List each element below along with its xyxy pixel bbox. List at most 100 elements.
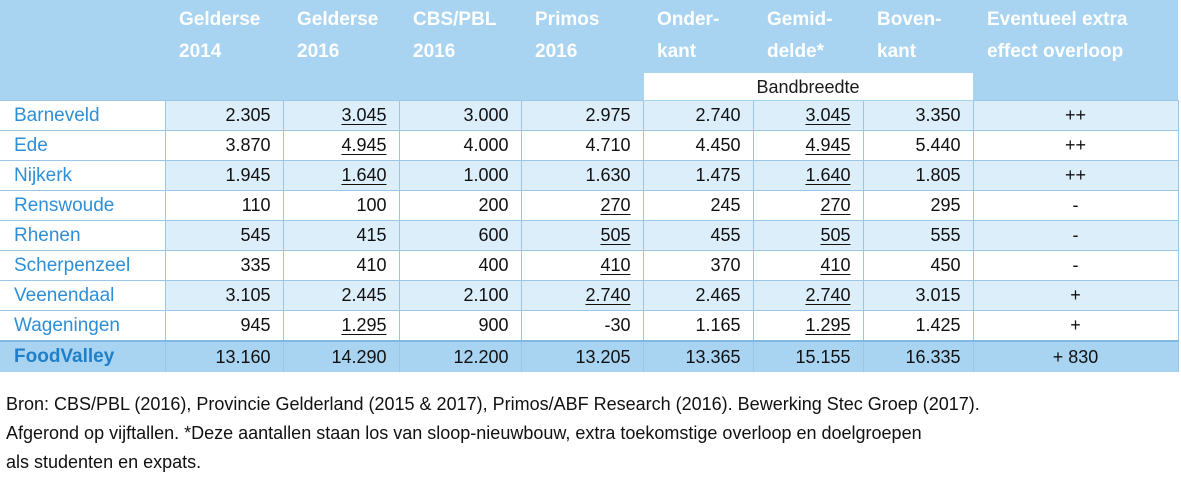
value-cell: 270 (753, 190, 864, 221)
value-text: 15.155 (795, 346, 851, 367)
value-text: 2.100 (463, 285, 509, 305)
housing-demand-table: Gelderse 2014 Gelderse 2016 CBS/PBL 2016 Pr… (0, 0, 1179, 372)
value-text: 1.425 (915, 315, 961, 335)
value-cell: 13.205 (521, 340, 644, 372)
value-cell: 600 (399, 220, 522, 251)
value-text: 505 (600, 225, 631, 245)
value-text: 12.200 (453, 346, 509, 367)
value-cell: 410 (521, 250, 644, 281)
note-line: als studenten en expats. (6, 452, 202, 472)
value-cell: 2.740 (643, 100, 754, 131)
value-text: 270 (820, 195, 851, 215)
value-cell: 4.710 (521, 130, 644, 161)
value-text: 1.165 (695, 315, 741, 335)
column-header: Eventueel extra effect overloop (973, 0, 1178, 73)
column-header: Gelderse 2016 (283, 0, 399, 73)
value-cell: 270 (521, 190, 644, 221)
municipality-name: Veenendaal (0, 280, 166, 311)
table-row: Veenendaal 3.105 2.445 2.100 2.740 2.465 2.740… (0, 280, 1179, 311)
value-text: 13.160 (215, 346, 271, 367)
value-text: 370 (710, 255, 741, 275)
value-cell: 450 (863, 250, 974, 281)
value-text: 270 (600, 195, 631, 215)
total-row: FoodValley 13.160 14.290 12.200 13.205 13.365… (0, 340, 1179, 372)
note-line: Bron: CBS/PBL (2016), Provincie Gelderla… (6, 394, 980, 414)
value-text: 2.305 (225, 105, 271, 125)
value-text: 1.630 (585, 165, 631, 185)
value-text: 4.945 (341, 135, 387, 155)
value-text: 410 (820, 255, 851, 275)
value-text: 2.465 (695, 285, 741, 305)
value-cell: 12.200 (399, 340, 522, 372)
value-cell: 245 (643, 190, 754, 221)
value-cell: 4.945 (283, 130, 400, 161)
value-text: 400 (478, 255, 509, 275)
value-cell: 1.945 (165, 160, 284, 191)
header-corner (0, 0, 165, 73)
value-cell: 2.465 (643, 280, 754, 311)
value-cell: 14.290 (283, 340, 400, 372)
column-header: Gelderse 2014 (165, 0, 283, 73)
value-cell: 370 (643, 250, 754, 281)
value-text: 600 (478, 225, 509, 245)
value-cell: 335 (165, 250, 284, 281)
value-text: 3.015 (915, 285, 961, 305)
value-text: 1.805 (915, 165, 961, 185)
value-cell: 13.160 (165, 340, 284, 372)
value-cell: 3.045 (283, 100, 400, 131)
column-header: CBS/PBL 2016 (399, 0, 521, 73)
value-cell: 3.350 (863, 100, 974, 131)
table-container: Gelderse 2014 Gelderse 2016 CBS/PBL 2016 Pr… (0, 0, 1179, 372)
value-cell: 5.440 (863, 130, 974, 161)
overflow-effect: - (973, 220, 1179, 251)
value-text: 13.365 (685, 346, 741, 367)
value-text: 2.740 (805, 285, 851, 305)
value-text: 1.295 (341, 315, 387, 335)
value-cell: 3.015 (863, 280, 974, 311)
value-text: 16.335 (905, 346, 961, 367)
value-text: 3.105 (225, 285, 271, 305)
value-cell: 2.100 (399, 280, 522, 311)
table-header: Gelderse 2014 Gelderse 2016 CBS/PBL 2016 Pr… (0, 0, 1178, 101)
value-cell: 415 (283, 220, 400, 251)
value-text: 4.450 (695, 135, 741, 155)
table-row: Barneveld 2.305 3.045 3.000 2.975 2.740 3.045 3… (0, 100, 1179, 131)
value-cell: 945 (165, 310, 284, 341)
value-cell: 545 (165, 220, 284, 251)
overflow-effect: + 830 (973, 340, 1179, 372)
value-cell: 2.305 (165, 100, 284, 131)
value-cell: 3.045 (753, 100, 864, 131)
value-text: 2.445 (341, 285, 387, 305)
overflow-effect: + (973, 280, 1179, 311)
value-text: 4.000 (463, 135, 509, 155)
value-text: 1.000 (463, 165, 509, 185)
value-cell: 505 (521, 220, 644, 251)
municipality-name: Scherpenzeel (0, 250, 166, 281)
value-cell: 295 (863, 190, 974, 221)
value-text: 3.045 (341, 105, 387, 125)
municipality-name: Wageningen (0, 310, 166, 341)
municipality-name: Rhenen (0, 220, 166, 251)
value-cell: 1.805 (863, 160, 974, 191)
value-text: 1.945 (225, 165, 271, 185)
value-text: 545 (240, 225, 271, 245)
value-text: 1.475 (695, 165, 741, 185)
value-text: 13.205 (575, 346, 631, 367)
value-text: 505 (820, 225, 851, 245)
value-text: 110 (241, 195, 271, 215)
value-text: 5.440 (915, 135, 961, 155)
value-text: 4.710 (585, 135, 631, 155)
overflow-effect: - (973, 190, 1179, 221)
column-header: Primos 2016 (521, 0, 643, 73)
table-row: Nijkerk 1.945 1.640 1.000 1.630 1.475 1.640 1.8… (0, 160, 1179, 191)
value-text: 245 (710, 195, 741, 215)
value-text: 455 (710, 225, 741, 245)
value-text: 410 (356, 255, 387, 275)
value-text: 295 (930, 195, 961, 215)
band-row: Bandbreedte (0, 72, 1178, 101)
column-header: Gemid- delde* (753, 0, 863, 73)
table-row: Renswoude 110 100 200 270 245 270 295- (0, 190, 1179, 221)
value-cell: 555 (863, 220, 974, 251)
value-text: 200 (478, 195, 509, 215)
value-cell: 3.105 (165, 280, 284, 311)
